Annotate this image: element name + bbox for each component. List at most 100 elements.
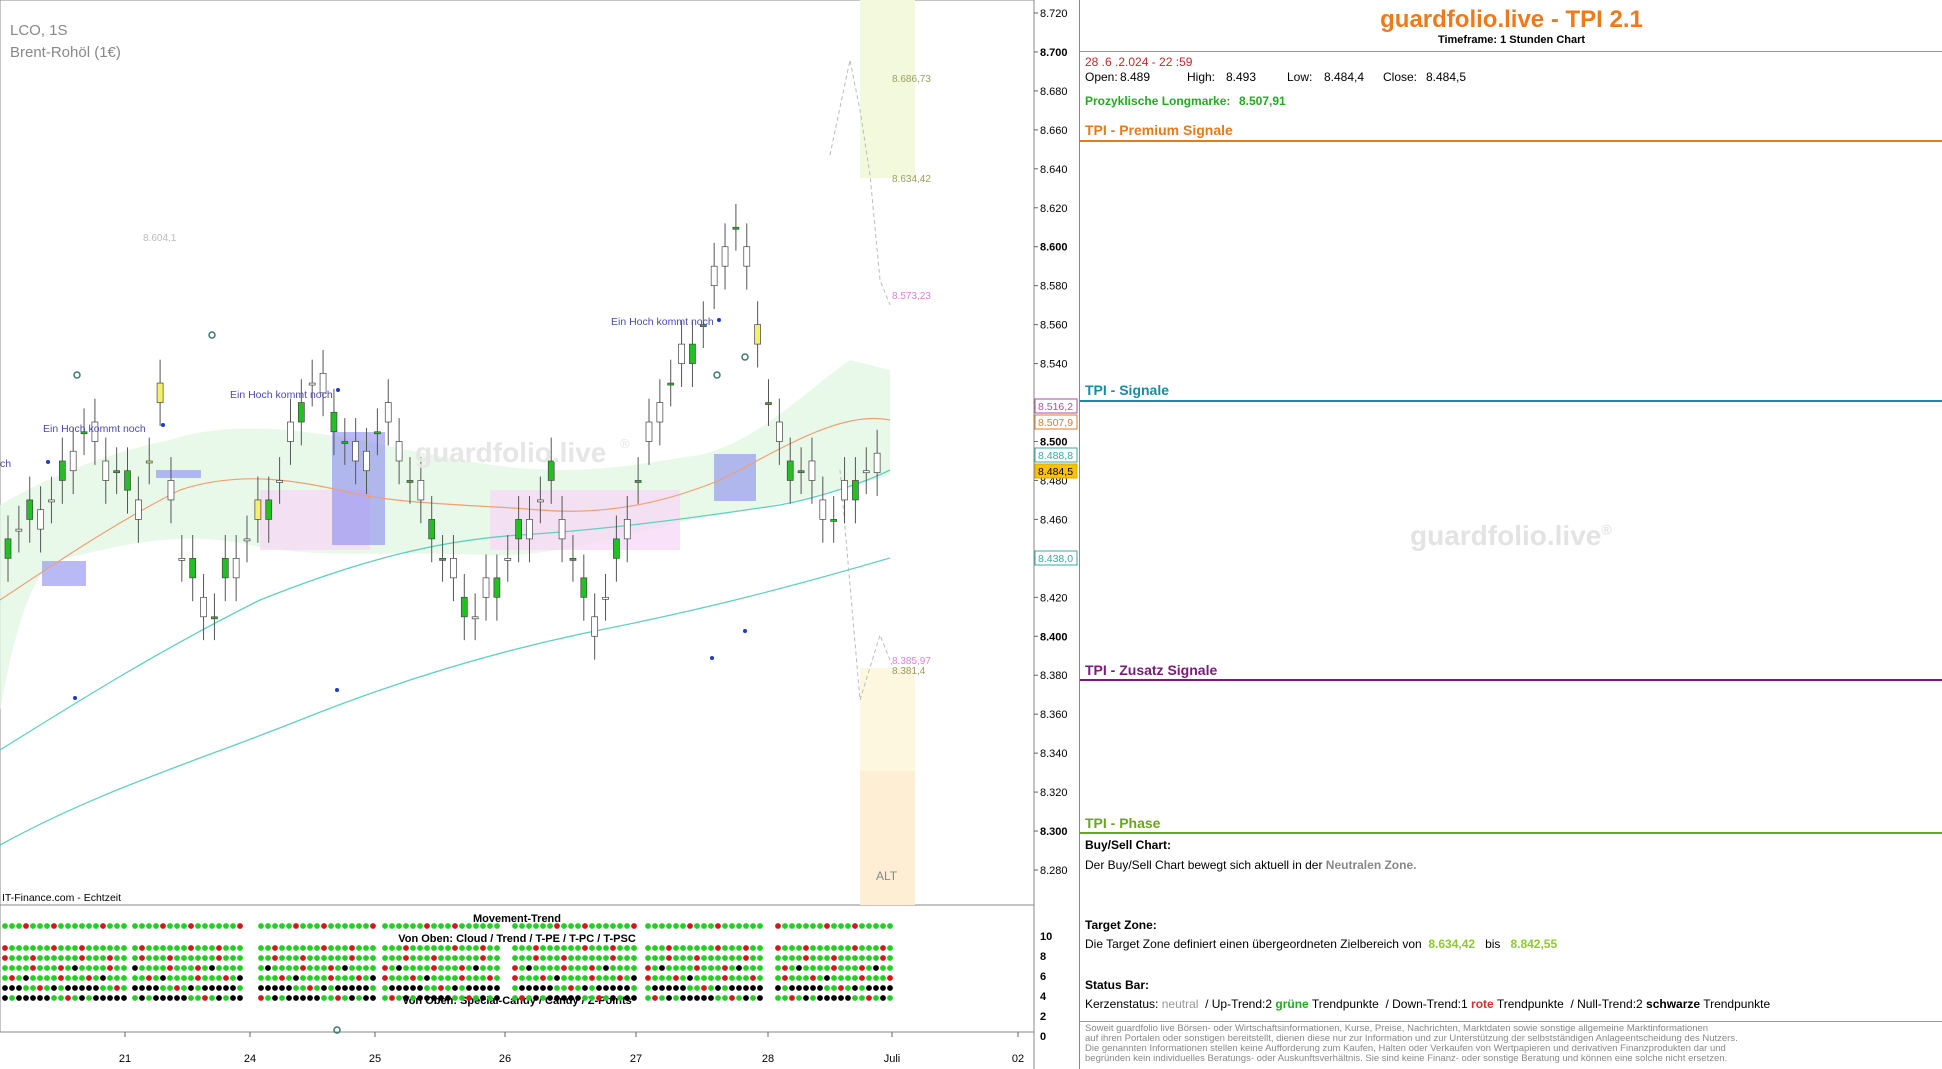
- x-tick-label: 27: [630, 1053, 642, 1065]
- trend-dot: [736, 945, 742, 951]
- trend-dot: [796, 923, 802, 929]
- trend-dot: [459, 985, 465, 991]
- trend-dot: [58, 985, 64, 991]
- trend-dot: [589, 955, 595, 961]
- price-tag: [1034, 550, 1078, 566]
- trend-dot: [72, 965, 78, 971]
- candle: [841, 480, 848, 501]
- trend-dot: [887, 975, 893, 981]
- trend-dot: [561, 975, 567, 981]
- moving-average-long: [0, 557, 891, 846]
- candle: [743, 246, 751, 267]
- trend-dot: [810, 995, 816, 1001]
- trend-dot: [121, 945, 127, 951]
- candle: [613, 538, 620, 559]
- trend-dot: [44, 985, 50, 991]
- trend-dot: [750, 975, 756, 981]
- trend-dot: [314, 995, 320, 1001]
- trend-dot: [181, 995, 187, 1001]
- trend-dot: [736, 923, 742, 929]
- trend-dot: [547, 975, 553, 981]
- trend-dot: [512, 985, 518, 991]
- trend-dot: [596, 995, 602, 1001]
- trend-dot: [694, 945, 700, 951]
- trend-dot: [51, 955, 57, 961]
- candle: [689, 343, 696, 364]
- trend-dot: [852, 995, 858, 1001]
- marker-dot: [335, 688, 339, 692]
- trend-dot: [617, 965, 623, 971]
- trend-dot: [859, 965, 865, 971]
- trend-dot: [480, 985, 486, 991]
- trend-dot: [789, 975, 795, 981]
- trend-dot: [300, 945, 306, 951]
- trend-dot: [554, 985, 560, 991]
- trend-dot: [831, 923, 837, 929]
- timeframe-label: Timeframe: 1 Stunden Chart: [1437, 34, 1586, 46]
- trend-dot: [519, 965, 525, 971]
- trend-dot: [466, 975, 472, 981]
- trend-dot: [132, 955, 138, 961]
- trend-dot: [181, 923, 187, 929]
- trend-dot: [540, 995, 546, 1001]
- candle: [189, 558, 197, 579]
- trend-dot: [838, 975, 844, 981]
- trend-dot: [887, 995, 893, 1001]
- trend-dot: [167, 995, 173, 1001]
- candle: [135, 499, 142, 520]
- trend-dot: [845, 985, 851, 991]
- trend-dot: [701, 923, 707, 929]
- trend-dot: [859, 955, 865, 961]
- trend-dot: [410, 975, 416, 981]
- trend-dot: [708, 955, 714, 961]
- candle: [395, 441, 403, 462]
- candle: [145, 460, 153, 464]
- trend-dot: [363, 923, 369, 929]
- candle: [786, 460, 794, 481]
- trend-dot: [363, 945, 369, 951]
- trend-dot: [216, 945, 222, 951]
- trend-dot: [2, 955, 8, 961]
- trend-dot: [349, 923, 355, 929]
- trend-dot: [596, 965, 602, 971]
- candle: [580, 577, 588, 598]
- low-label: Low:: [1287, 70, 1313, 84]
- trend-dot: [824, 955, 830, 961]
- price-tag-label: 8.484,5: [1038, 466, 1073, 478]
- trend-dot: [589, 995, 595, 1001]
- trend-dot: [265, 945, 271, 951]
- trend-dot: [342, 965, 348, 971]
- trend-dot: [417, 923, 423, 929]
- trend-dot: [403, 945, 409, 951]
- trend-dot: [272, 995, 278, 1001]
- y-tick-label: 8.680: [1040, 86, 1068, 98]
- trend-dot: [410, 995, 416, 1001]
- moving-average-slow: [0, 469, 891, 751]
- trend-dot: [160, 975, 166, 981]
- trend-dot: [100, 923, 106, 929]
- trend-dot: [540, 945, 546, 951]
- chart-canvas[interactable]: Ein Hoch kommt noch Ein Hoch kommt noch Ei…: [0, 0, 1078, 1069]
- trend-dot: [209, 923, 215, 929]
- trend-dot: [216, 955, 222, 961]
- trend-dot: [160, 955, 166, 961]
- price-chart[interactable]: Ein Hoch kommt noch Ein Hoch kommt noch Ei…: [0, 0, 1078, 1069]
- trend-dot: [743, 985, 749, 991]
- trend-dot: [554, 975, 560, 981]
- extra-signals-line: [1080, 679, 1942, 681]
- trend-dot: [314, 985, 320, 991]
- trend-dot: [403, 955, 409, 961]
- trend-dot: [237, 995, 243, 1001]
- trend-dot: [424, 955, 430, 961]
- trend-dot: [216, 923, 222, 929]
- trend-dot: [680, 995, 686, 1001]
- trend-dot: [121, 965, 127, 971]
- trend-dot: [342, 945, 348, 951]
- trend-dot: [466, 985, 472, 991]
- trend-dot: [114, 965, 120, 971]
- trend-dot: [873, 975, 879, 981]
- trend-dot: [37, 995, 43, 1001]
- trend-dot: [314, 955, 320, 961]
- candle: [178, 558, 186, 561]
- candle: [797, 470, 805, 474]
